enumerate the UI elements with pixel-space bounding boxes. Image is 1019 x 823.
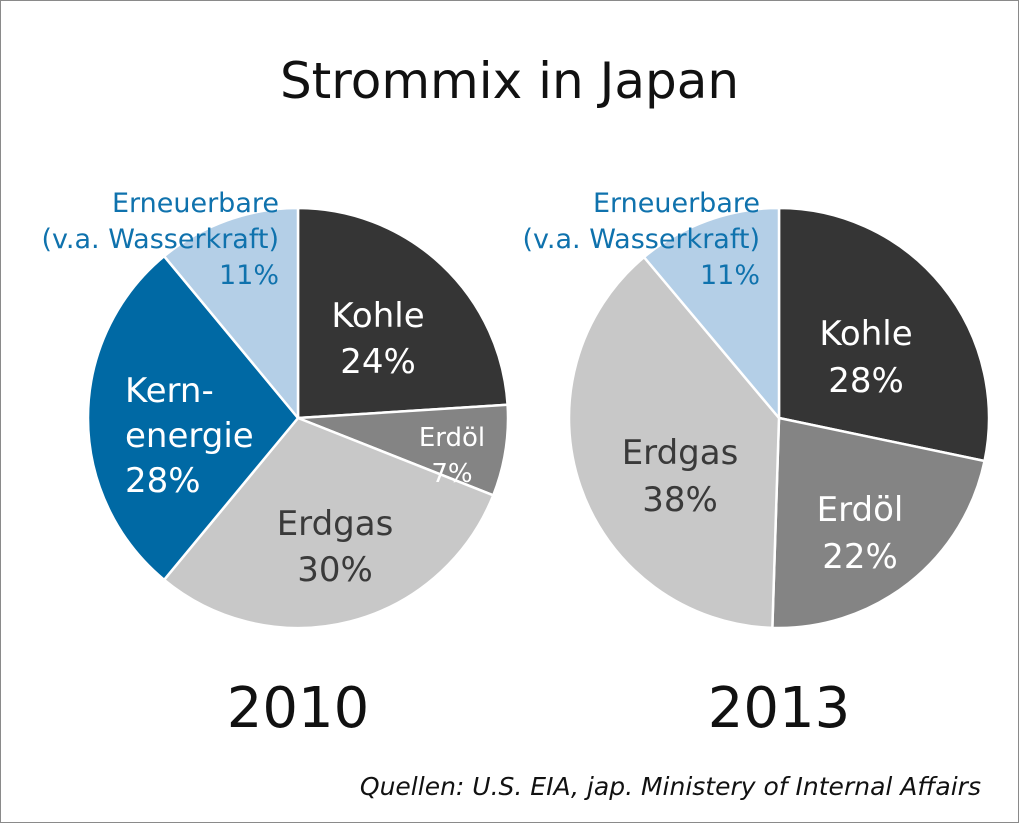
slice-label-2013-erdöl: Erdöl 22% — [817, 490, 904, 577]
pie-2010: Kohle 24% Erdöl 7% Erdgas 30% Kern-energie 28% E… — [41, 188, 510, 741]
slice-label-2013-kohle: Kohle 28% — [819, 314, 912, 401]
year-label-2013: 2013 — [708, 676, 851, 741]
year-label-2010: 2010 — [227, 676, 370, 741]
slice-2010-erdgas — [162, 416, 495, 630]
slice-label-2010-kern: Kern-energie 28% — [125, 371, 254, 501]
slice-label-2010-kohle: Kohle 24% — [331, 296, 424, 382]
source-note: Quellen: U.S. EIA, jap. Ministery of Int… — [359, 772, 981, 801]
slice-2013-erdöl — [771, 416, 986, 630]
slice-label-2013-erdgas: Erdgas 38% — [622, 433, 739, 520]
slice-label-2013-erneuerbare: Erneuerbare (v.a. Wasserkraft) 11% — [522, 188, 760, 291]
chart-title: Strommix in Japan — [279, 52, 740, 110]
slice-2013-kohle — [777, 206, 991, 463]
slice-label-2010-erdgas: Erdgas 30% — [277, 504, 394, 590]
slice-2010-kohle — [296, 206, 509, 420]
slice-2010-kern — [86, 254, 300, 582]
slice-2010-erneuerbare — [162, 206, 300, 420]
slice-2013-erdgas — [567, 255, 781, 630]
slice-label-2010-erdöl: Erdöl 7% — [419, 423, 485, 489]
slice-label-2010-erneuerbare: Erneuerbare (v.a. Wasserkraft) 11% — [41, 188, 279, 291]
slice-2013-erneuerbare — [642, 206, 781, 420]
pie-2013: Kohle 28% Erdöl 22% Erdgas 38% Erneuerbare (v.a… — [522, 188, 991, 741]
